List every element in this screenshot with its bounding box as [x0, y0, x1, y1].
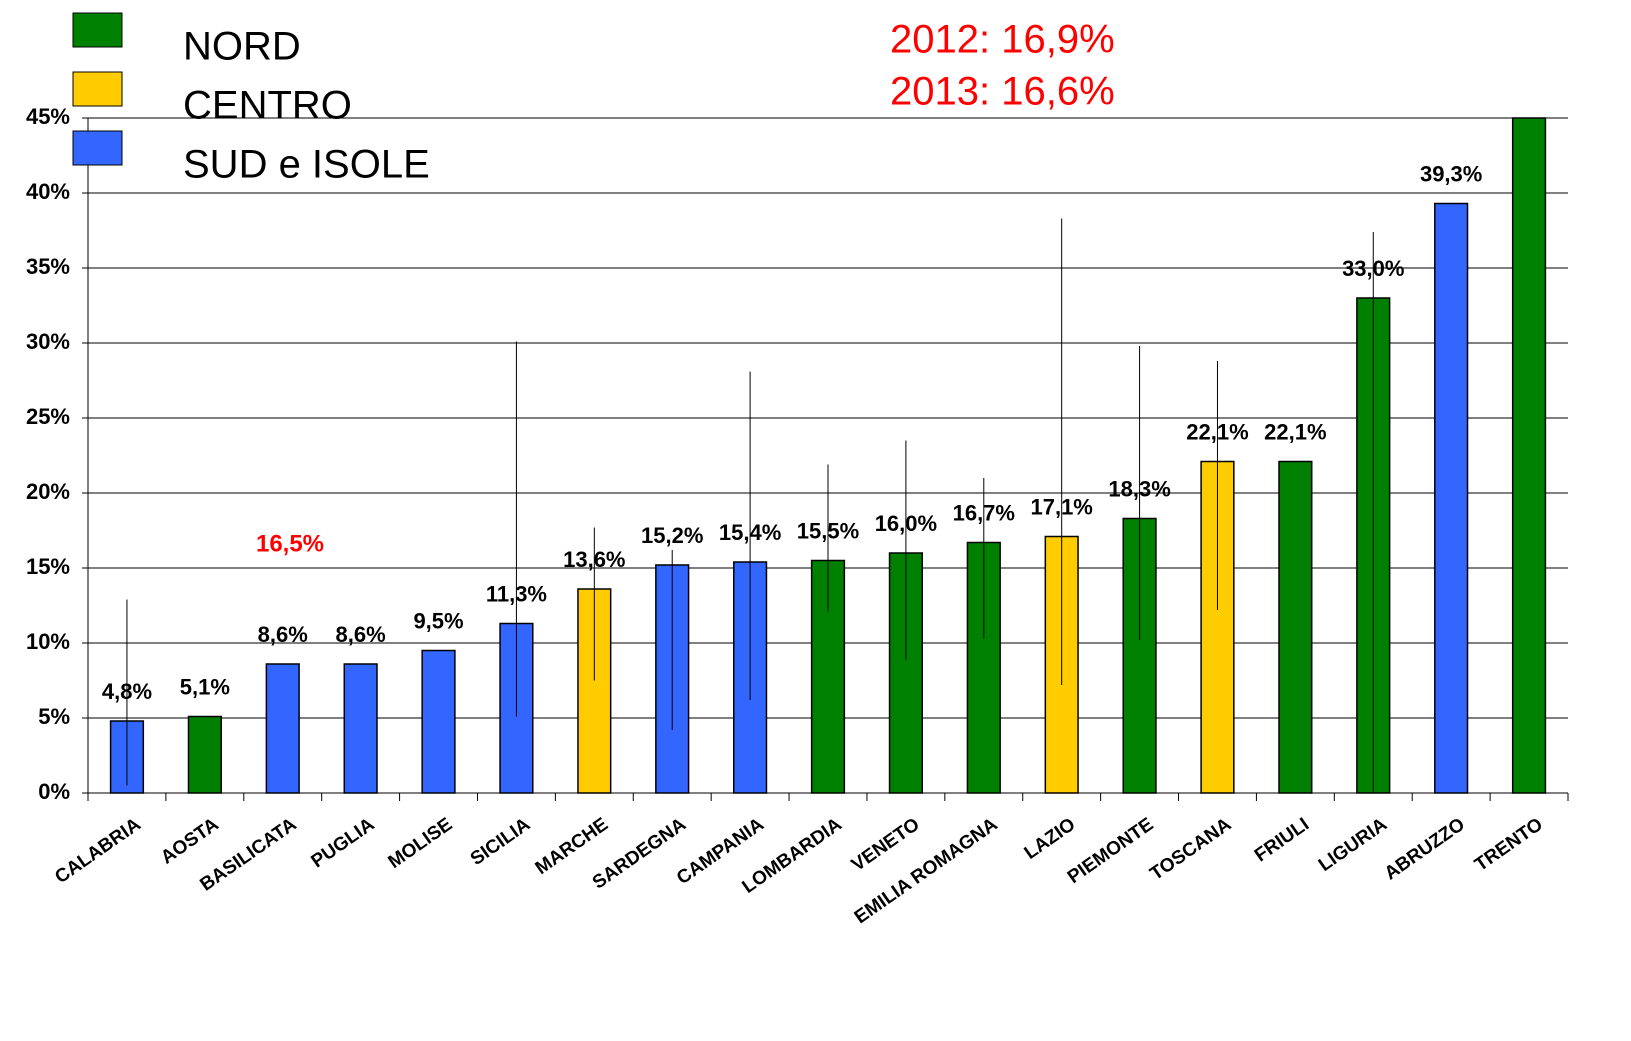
data-label: 17,1%: [1030, 494, 1092, 519]
bar: [421, 649, 456, 794]
data-label: 5,1%: [180, 674, 230, 699]
data-label: 16,7%: [953, 500, 1015, 525]
x-tick-label: FRIULI: [1251, 814, 1313, 866]
x-tick-label: LAZIO: [1021, 814, 1080, 864]
legend-label: NORD: [183, 25, 301, 69]
y-tick-label: 0%: [38, 779, 70, 804]
data-label: 8,6%: [336, 622, 386, 647]
data-label: 11,3%: [486, 581, 547, 606]
data-label: 22,1%: [1264, 419, 1326, 444]
y-tick-label: 45%: [26, 104, 70, 129]
data-label: 39,3%: [1420, 161, 1482, 186]
data-label: 16,0%: [875, 511, 937, 536]
data-label: 33,0%: [1342, 256, 1404, 281]
bar: [1511, 117, 1547, 794]
data-label: 18,3%: [1108, 476, 1170, 501]
y-tick-label: 15%: [26, 554, 70, 579]
x-tick-label: PUGLIA: [308, 814, 379, 873]
y-tick-label: 40%: [26, 179, 70, 204]
x-tick-label: PIEMONTE: [1064, 814, 1157, 888]
annotation: 2013: 16,6%: [890, 70, 1115, 114]
x-tick-label: SICILIA: [467, 814, 535, 870]
x-tick-label: MOLISE: [385, 814, 457, 873]
x-tick-label: AOSTA: [157, 814, 223, 869]
x-tick-label: CALABRIA: [51, 814, 145, 888]
x-tick-label: EMILIA ROMAGNA: [851, 814, 1002, 928]
data-label: 15,2%: [641, 523, 703, 548]
data-label: 8,6%: [258, 622, 308, 647]
bar: [1278, 460, 1313, 794]
bar: [265, 663, 300, 794]
legend-swatch: [72, 130, 123, 166]
data-label: 15,4%: [719, 520, 781, 545]
y-tick-label: 30%: [26, 329, 70, 354]
data-label: 4,8%: [102, 679, 152, 704]
data-label: 22,1%: [1186, 419, 1248, 444]
bar: [343, 663, 378, 794]
legend-swatch: [72, 71, 123, 107]
legend-label: SUD e ISOLE: [183, 143, 430, 187]
y-tick-label: 10%: [26, 629, 70, 654]
data-label: 15,5%: [797, 518, 859, 543]
x-tick-label: LIGURIA: [1315, 814, 1391, 876]
y-tick-label: 35%: [26, 254, 70, 279]
data-label: 9,5%: [413, 608, 463, 633]
annotation: 2012: 16,9%: [890, 18, 1115, 62]
x-tick-label: TOSCANA: [1146, 814, 1235, 885]
x-tick-label: TRENTO: [1471, 814, 1547, 876]
y-tick-label: 20%: [26, 479, 70, 504]
annotation: 16,5%: [256, 530, 324, 557]
x-tick-label: VENETO: [848, 814, 924, 876]
y-tick-label: 25%: [26, 404, 70, 429]
data-label: 13,6%: [563, 547, 625, 572]
y-tick-label: 5%: [38, 704, 70, 729]
bar: [1434, 202, 1469, 794]
legend-label: CENTRO: [183, 84, 352, 128]
bar: [187, 715, 222, 794]
legend-swatch: [72, 12, 123, 48]
x-tick-label: ABRUZZO: [1381, 814, 1469, 884]
